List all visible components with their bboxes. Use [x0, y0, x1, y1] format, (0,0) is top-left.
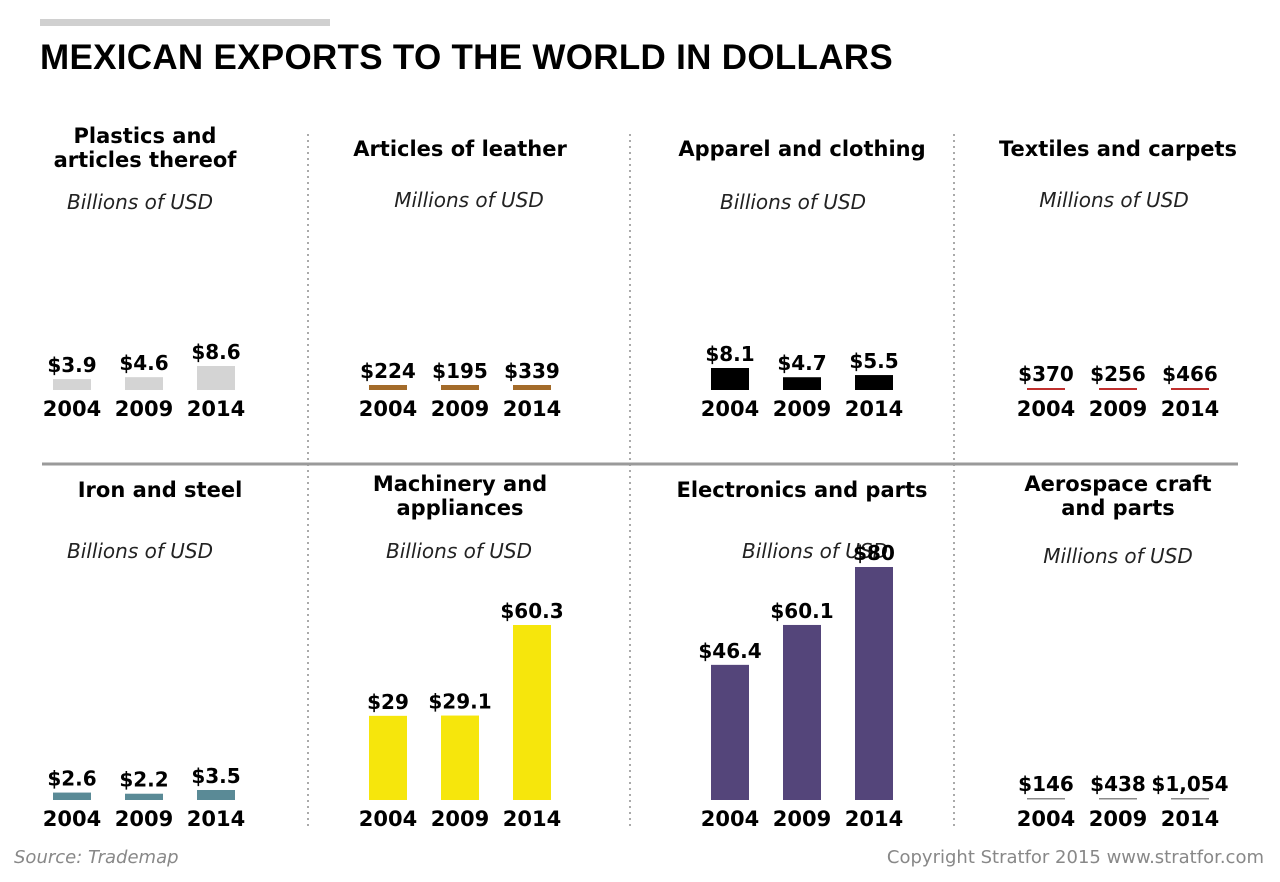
panel-title: Apparel and clothing [678, 137, 925, 161]
x-tick-label: 2014 [187, 807, 245, 831]
x-tick-label: 2004 [359, 807, 417, 831]
data-label: $29.1 [428, 690, 491, 714]
panel-title: Electronics and parts [676, 478, 927, 502]
data-label: $466 [1162, 362, 1218, 386]
panel-unit: Billions of USD [67, 190, 213, 214]
copyright-note: Copyright Stratfor 2015 www.stratfor.com [886, 847, 1264, 868]
bar [1099, 798, 1137, 800]
top-accent-bar [40, 19, 330, 26]
data-label: $8.6 [191, 340, 240, 364]
panel-title: Textiles and carpets [999, 137, 1237, 161]
data-label: $224 [360, 359, 416, 383]
bar [441, 715, 479, 800]
x-tick-label: 2004 [1017, 807, 1075, 831]
data-label: $195 [432, 359, 488, 383]
x-tick-label: 2014 [1161, 807, 1219, 831]
data-label: $29 [367, 690, 409, 714]
data-label: $438 [1090, 772, 1146, 796]
data-label: $370 [1018, 362, 1074, 386]
bar [513, 385, 551, 390]
bar [197, 790, 235, 800]
x-tick-label: 2009 [773, 397, 831, 421]
data-label: $8.1 [705, 342, 754, 366]
panel-unit: Billions of USD [67, 539, 213, 563]
x-tick-label: 2004 [701, 807, 759, 831]
data-label: $4.7 [777, 351, 826, 375]
bar [197, 366, 235, 390]
x-tick-label: 2009 [431, 397, 489, 421]
data-label: $46.4 [698, 639, 761, 663]
x-tick-label: 2014 [503, 807, 561, 831]
panel-title: Aerospace craft [1024, 472, 1211, 496]
data-label: $1,054 [1151, 772, 1228, 796]
panel-title: Iron and steel [78, 478, 243, 502]
panel-title: Machinery and [373, 472, 547, 496]
bar [1099, 388, 1137, 390]
x-tick-label: 2009 [115, 397, 173, 421]
data-label: $146 [1018, 772, 1074, 796]
bar [53, 792, 91, 800]
bar [1171, 388, 1209, 390]
panel-unit: Millions of USD [1039, 188, 1189, 212]
panel-unit: Millions of USD [394, 188, 544, 212]
bar [125, 793, 163, 800]
data-label: $3.9 [47, 353, 96, 377]
panel-title: Plastics and [74, 124, 217, 148]
data-label: $256 [1090, 362, 1146, 386]
x-tick-label: 2014 [503, 397, 561, 421]
x-tick-label: 2009 [115, 807, 173, 831]
bar [855, 567, 893, 800]
bar [1027, 388, 1065, 390]
bar [1171, 798, 1209, 800]
panel-title: Articles of leather [353, 137, 567, 161]
panel-title: appliances [397, 496, 524, 520]
panel-unit: Billions of USD [386, 539, 532, 563]
data-label: $80 [853, 541, 895, 565]
bar [711, 368, 749, 390]
data-label: $3.5 [191, 764, 240, 788]
x-tick-label: 2009 [1089, 807, 1147, 831]
data-label: $339 [504, 359, 560, 383]
x-tick-label: 2014 [187, 397, 245, 421]
data-label: $5.5 [849, 349, 898, 373]
x-tick-label: 2004 [43, 807, 101, 831]
panel-title: and parts [1061, 496, 1175, 520]
bar [711, 664, 749, 800]
data-label: $2.6 [47, 767, 96, 791]
bar [783, 624, 821, 800]
bar [441, 385, 479, 390]
data-label: $60.3 [500, 599, 563, 623]
bar [125, 377, 163, 390]
x-tick-label: 2009 [773, 807, 831, 831]
x-tick-label: 2004 [43, 397, 101, 421]
panel-unit: Millions of USD [1043, 544, 1193, 568]
x-tick-label: 2014 [845, 807, 903, 831]
x-tick-label: 2014 [845, 397, 903, 421]
source-note: Source: Trademap [14, 847, 179, 868]
panel-unit: Billions of USD [742, 539, 888, 563]
data-label: $60.1 [770, 599, 833, 623]
bar [783, 377, 821, 390]
x-tick-label: 2014 [1161, 397, 1219, 421]
data-label: $2.2 [119, 768, 168, 792]
panel-unit: Billions of USD [720, 190, 866, 214]
bar [855, 375, 893, 390]
bar [1027, 798, 1065, 800]
chart-title: MEXICAN EXPORTS TO THE WORLD IN DOLLARS [40, 38, 894, 77]
panel-title: articles thereof [54, 148, 238, 172]
bar [369, 715, 407, 800]
bar [53, 379, 91, 390]
x-tick-label: 2009 [431, 807, 489, 831]
bar [369, 385, 407, 390]
x-tick-label: 2004 [359, 397, 417, 421]
bar [513, 625, 551, 800]
x-tick-label: 2004 [1017, 397, 1075, 421]
x-tick-label: 2009 [1089, 397, 1147, 421]
x-tick-label: 2004 [701, 397, 759, 421]
data-label: $4.6 [119, 351, 168, 375]
